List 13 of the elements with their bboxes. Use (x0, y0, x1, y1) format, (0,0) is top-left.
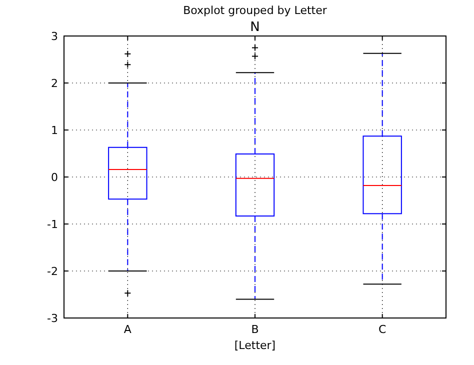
y-tick-label: 3 (51, 30, 58, 43)
y-tick-label: 0 (51, 170, 58, 184)
chart-subtitle: N (250, 20, 260, 35)
x-tick-label: C (378, 323, 386, 336)
x-tick-label: A (124, 323, 132, 336)
x-tick-label: B (251, 323, 259, 336)
chart-title: Boxplot grouped by Letter (183, 4, 328, 17)
x-axis-title: [Letter] (234, 339, 276, 352)
y-tick-label: 2 (51, 76, 58, 90)
y-tick-label: -3 (47, 312, 58, 325)
y-tick-label: 1 (51, 124, 58, 137)
y-tick-label: -2 (47, 264, 58, 278)
y-tick-label: -1 (47, 218, 58, 231)
